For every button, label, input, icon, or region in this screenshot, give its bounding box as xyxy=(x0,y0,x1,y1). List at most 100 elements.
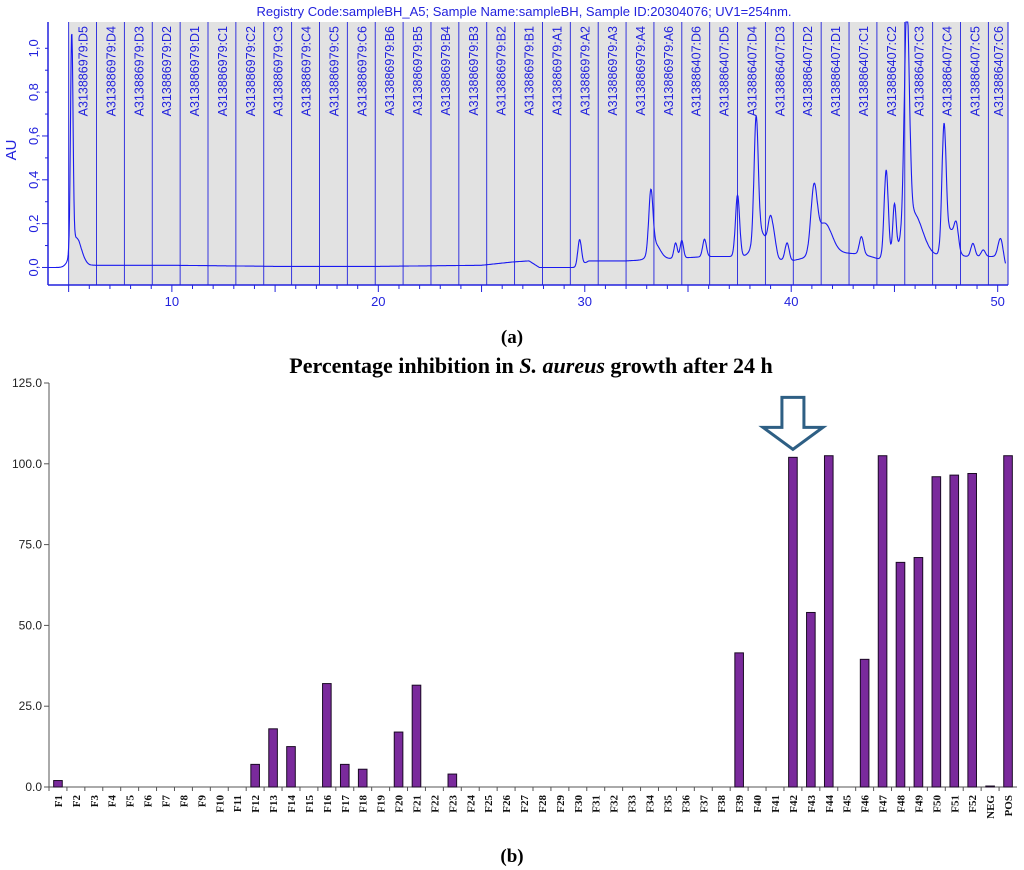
bar-f52 xyxy=(967,472,977,788)
fraction-label: A313886979:B3 xyxy=(467,26,481,116)
fraction-label: A313886979:B6 xyxy=(383,26,397,116)
category-label: F4 xyxy=(107,795,119,808)
bar-f46 xyxy=(859,658,870,788)
fraction-band xyxy=(793,22,822,285)
category-label: F12 xyxy=(250,795,262,813)
bar-f23 xyxy=(447,773,458,788)
bar-f21 xyxy=(411,684,422,788)
category-label: F10 xyxy=(214,795,226,813)
bar-f43 xyxy=(806,611,816,788)
fraction-label: A313886407:C3 xyxy=(913,26,927,116)
x-tick-label: 40 xyxy=(784,294,798,309)
bar-f16 xyxy=(322,683,332,788)
fraction-band xyxy=(96,22,125,285)
bar-f18 xyxy=(357,768,368,788)
y-tick-label: 0,4 xyxy=(26,171,41,189)
y-tick-label: 0,0 xyxy=(26,258,41,276)
fraction-label: A313886979:A6 xyxy=(662,26,676,116)
y-tick-label: 125.0 xyxy=(12,376,42,390)
category-label: F23 xyxy=(447,795,459,813)
chromatogram-title: Registry Code:sampleBH_A5; Sample Name:s… xyxy=(256,4,791,19)
fraction-band xyxy=(514,22,543,285)
category-label: F28 xyxy=(537,795,549,813)
fraction-band xyxy=(709,22,738,285)
bar-chart-title: Percentage inhibition in S. aureus growt… xyxy=(289,353,772,378)
fraction-band xyxy=(988,22,1008,285)
bar-f20 xyxy=(393,731,404,788)
category-label: F52 xyxy=(967,795,979,813)
fraction-label: A313886979:D5 xyxy=(77,26,91,116)
category-labels: F1 F2 F3 F4 F5 F6 F7 F8 F9 F10 F11 F12 F13 F14 F15 F16 F… xyxy=(53,795,1015,819)
fraction-band xyxy=(152,22,181,285)
fraction-band xyxy=(375,22,404,285)
fraction-label: A313886979:D4 xyxy=(104,26,118,116)
fraction-band xyxy=(458,22,487,285)
category-label: F42 xyxy=(788,795,800,813)
highlight-arrow-icon xyxy=(758,395,828,452)
bar-f12 xyxy=(250,763,260,788)
category-label: F44 xyxy=(824,795,836,813)
category-label: F5 xyxy=(125,795,137,808)
fraction-bands xyxy=(68,22,1008,285)
category-label: F46 xyxy=(860,795,872,813)
category-label: F17 xyxy=(340,795,352,813)
category-label: F43 xyxy=(806,795,818,813)
category-label: F8 xyxy=(178,795,190,808)
fraction-label: A313886979:C5 xyxy=(327,26,341,116)
fraction-label: A313886979:B1 xyxy=(523,26,537,116)
y-tick-label: 50.0 xyxy=(19,618,43,632)
fraction-label: A313886979:B5 xyxy=(411,26,425,116)
panel-label-a: (a) xyxy=(501,327,523,348)
fraction-label: A313886979:A3 xyxy=(606,26,620,116)
category-label: F14 xyxy=(286,795,298,813)
fraction-label: A313886979:A2 xyxy=(578,26,592,116)
category-label: NEG xyxy=(985,795,997,819)
fraction-band xyxy=(347,22,376,285)
fraction-label: A313886979:D3 xyxy=(132,26,146,116)
category-label: F32 xyxy=(609,795,621,813)
category-label: F35 xyxy=(662,795,674,813)
category-label: F34 xyxy=(645,795,657,813)
category-label: F22 xyxy=(429,795,441,813)
category-label: F25 xyxy=(483,795,495,813)
category-label: F37 xyxy=(698,795,710,813)
fraction-band xyxy=(263,22,292,285)
fraction-band xyxy=(570,22,599,285)
fraction-band xyxy=(932,22,961,285)
fraction-label: A313886407:D3 xyxy=(773,26,787,116)
fraction-label: A313886407:D5 xyxy=(718,26,732,116)
chromatogram-panel: Registry Code:sampleBH_A5; Sample Name:s… xyxy=(3,4,1009,348)
x-tick-label: 10 xyxy=(165,294,179,309)
category-label: F13 xyxy=(268,795,280,813)
chromatogram-axes: 10 20 30 40 50 0,0 0,2 0,4 0,6 0,8 1,0 xyxy=(26,22,1009,309)
category-label: F50 xyxy=(931,795,943,813)
fraction-band xyxy=(486,22,515,285)
category-label: F38 xyxy=(716,795,728,813)
x-tick-label: 50 xyxy=(990,294,1004,309)
y-tick-label: 0,2 xyxy=(26,215,41,233)
category-label: F31 xyxy=(591,795,603,813)
bar-pos xyxy=(1003,455,1013,788)
fraction-label: A313886979:A1 xyxy=(550,26,564,116)
category-label: F1 xyxy=(53,795,65,807)
fraction-band xyxy=(235,22,264,285)
fraction-band xyxy=(180,22,208,285)
bar-f44 xyxy=(823,455,834,788)
category-label: F40 xyxy=(752,795,764,813)
category-label: F6 xyxy=(143,795,155,808)
fraction-band xyxy=(430,22,459,285)
inhibition-panel: Percentage inhibition in S. aureus growt… xyxy=(12,353,1017,867)
title-part-1: Percentage inhibition in xyxy=(289,353,519,378)
fraction-band xyxy=(291,22,320,285)
category-label: F11 xyxy=(232,795,244,812)
category-label: F33 xyxy=(627,795,639,813)
category-label: F3 xyxy=(89,795,101,808)
category-label: F47 xyxy=(878,795,890,813)
category-label: F2 xyxy=(71,795,83,808)
fraction-band xyxy=(319,22,348,285)
category-label: F26 xyxy=(501,795,513,813)
uv-trace-line xyxy=(48,21,1007,269)
bar-neg xyxy=(985,785,995,788)
category-label: F49 xyxy=(913,795,925,813)
